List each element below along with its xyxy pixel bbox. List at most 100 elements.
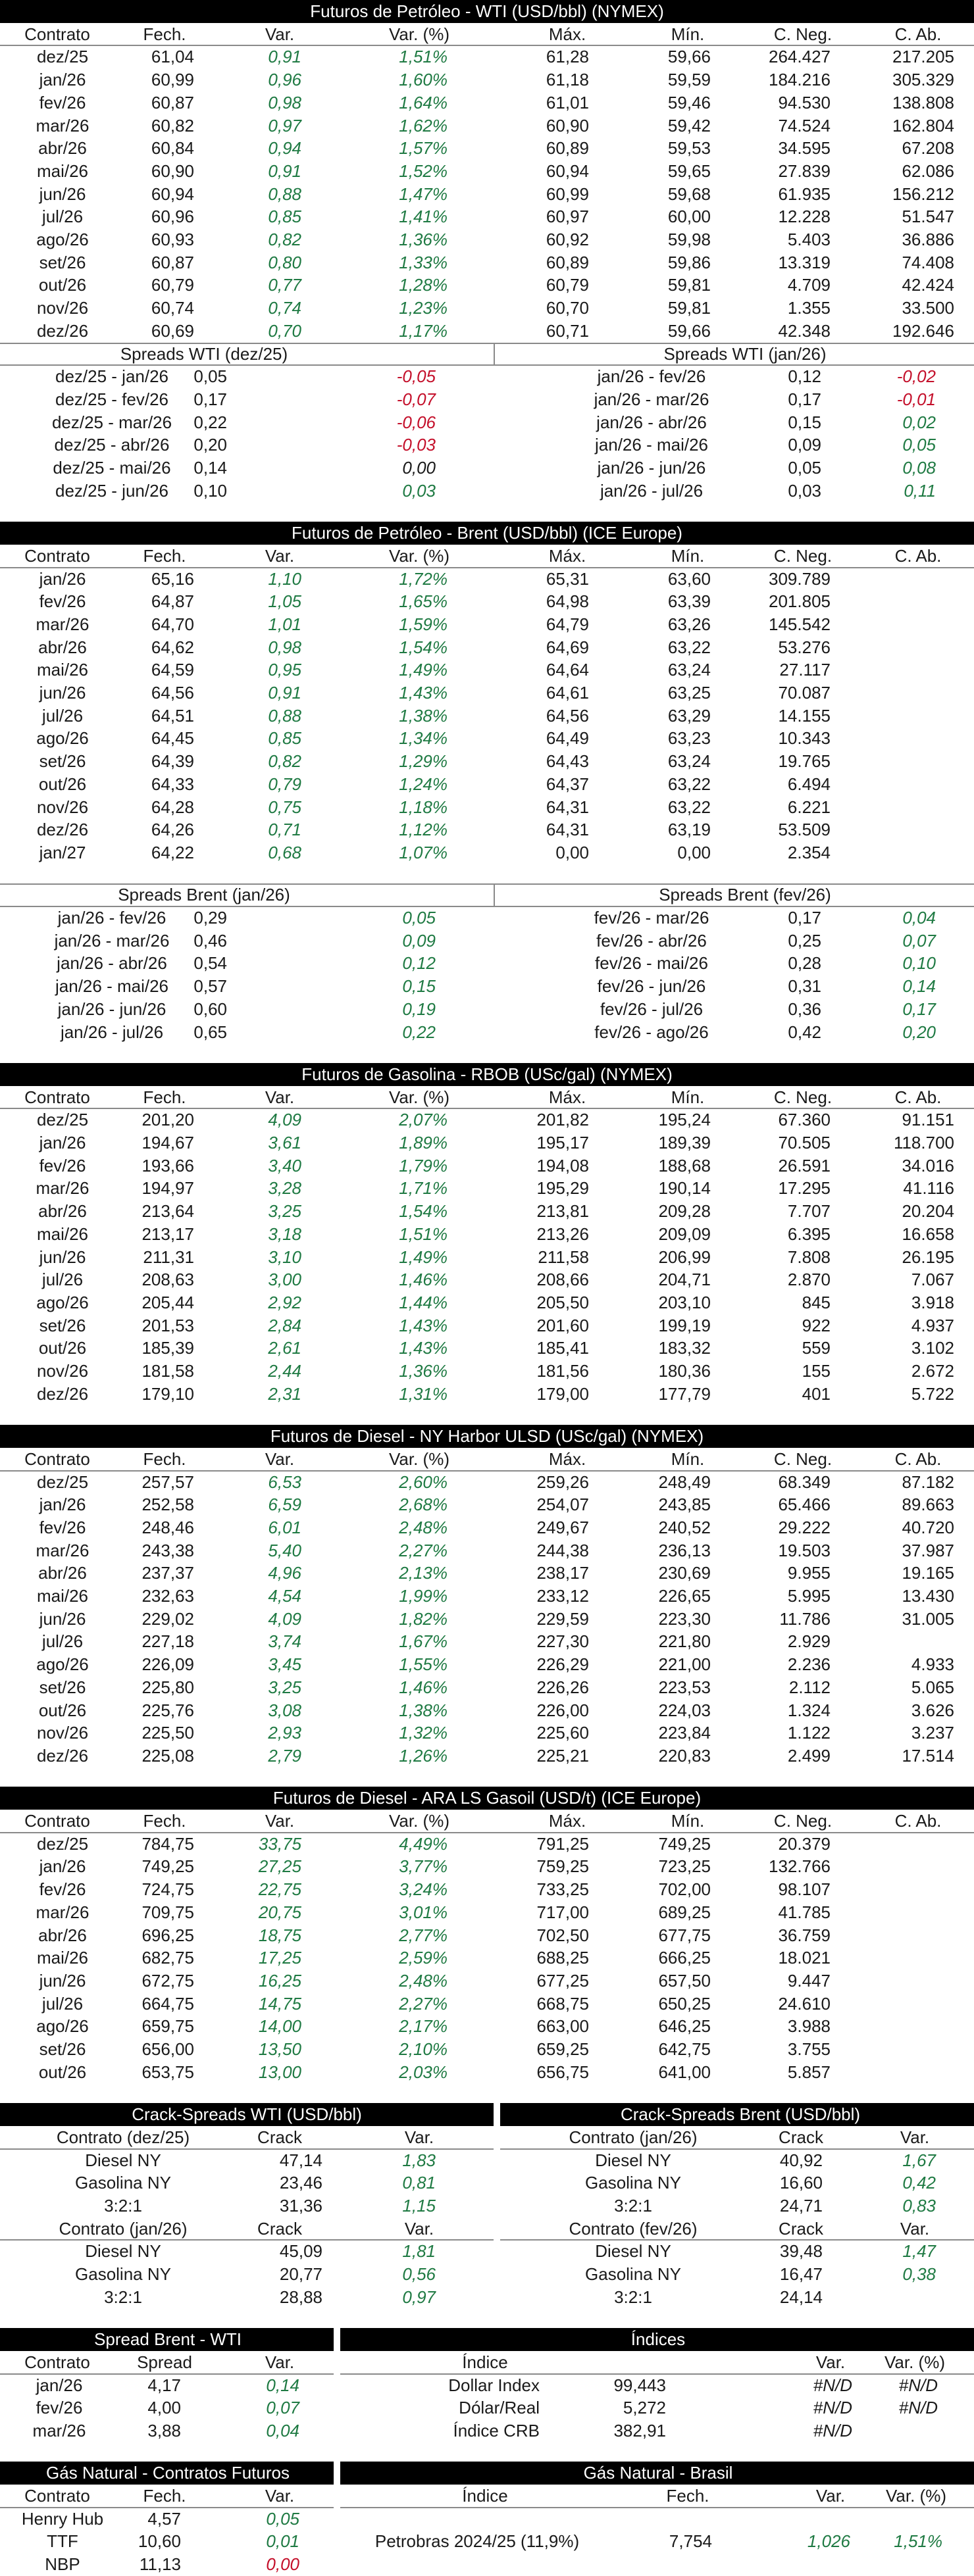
cell-value: 1,51%: [894, 2531, 942, 2552]
cell-value: 7.067: [911, 1270, 954, 1290]
cell-value: 2,61: [268, 1338, 301, 1358]
spread-title: Spreads WTI (dez/25): [120, 343, 288, 364]
cell-value: 3.626: [911, 1700, 954, 1720]
cell-value: 0,97: [268, 115, 301, 136]
cell-value: 0,68: [268, 842, 301, 862]
row-label: dez/25 - jun/26: [55, 480, 169, 501]
cell-value: 59,59: [667, 70, 711, 90]
cell-value: 60,70: [546, 298, 589, 318]
cell-value: 682,75: [141, 1948, 194, 1968]
column-header: Fech.: [143, 545, 186, 566]
column-header: Fech.: [143, 1087, 186, 1107]
cell-value: 0,14: [193, 458, 227, 478]
cell-value: 0,29: [193, 908, 227, 928]
cell-value: 6,59: [268, 1495, 301, 1515]
cell-value: 40,92: [779, 2150, 823, 2170]
cell-value: 16.658: [902, 1224, 954, 1244]
column-header: Contrato: [24, 1811, 90, 1831]
cell-value: 14,75: [258, 1993, 301, 2014]
cell-value: 217.205: [892, 47, 954, 67]
cell-value: 1,55%: [399, 1654, 448, 1675]
cell-value: 34.595: [778, 138, 831, 159]
cell-value: 0,17: [788, 389, 821, 409]
cell-value: 13.430: [902, 1586, 954, 1606]
cell-value: 0,11: [904, 480, 936, 501]
cell-value: 47,14: [279, 2150, 322, 2170]
row-label: Gasolina NY: [585, 2264, 681, 2284]
cell-value: 132.766: [769, 1856, 831, 1877]
cell-value: 64,33: [151, 774, 194, 794]
column-header: Var.: [265, 545, 295, 566]
cell-value: 1,67%: [399, 1631, 448, 1652]
cell-value: 0,75: [268, 797, 301, 817]
cell-value: 0,81: [402, 2173, 436, 2193]
cell-value: 1,79%: [399, 1155, 448, 1176]
column-header: Contrato: [24, 545, 90, 566]
cell-value: 1,47%: [399, 184, 448, 204]
cell-value: 195,17: [536, 1133, 589, 1152]
cell-value: 237,37: [141, 1563, 194, 1583]
cell-value: 0,12: [402, 953, 436, 974]
cell-value: 3,24%: [399, 1879, 448, 1900]
cell-value: 60,89: [546, 138, 589, 159]
cell-value: 16,47: [779, 2264, 823, 2284]
cell-value: 264.427: [769, 47, 831, 67]
cell-value: 0,15: [788, 412, 821, 432]
divider: [340, 2506, 974, 2508]
cell-value: 64,28: [151, 797, 194, 817]
title-bar: [340, 2462, 974, 2485]
cell-value: 5.065: [911, 1677, 954, 1697]
cell-value: 4,96: [268, 1563, 301, 1583]
cell-value: 64,87: [151, 591, 194, 612]
cell-value: 14,00: [258, 2016, 301, 2037]
cell-value: 195,24: [658, 1110, 711, 1130]
column-header: Var. (%): [389, 1811, 449, 1831]
divider: [0, 566, 974, 568]
cell-value: 259,26: [536, 1472, 589, 1492]
cell-value: 724,75: [141, 1879, 194, 1900]
cell-value: 0,19: [402, 999, 436, 1019]
cell-value: 201,60: [536, 1315, 589, 1335]
cell-value: 6,01: [268, 1517, 301, 1537]
row-label: mar/26: [36, 614, 90, 634]
cell-value: 195,29: [536, 1178, 589, 1199]
row-label: jan/26 - mar/26: [594, 389, 709, 409]
cell-value: 1,43%: [399, 683, 448, 703]
cell-value: 60,00: [667, 207, 711, 227]
row-label: dez/26: [36, 320, 89, 341]
cell-value: -0,07: [396, 389, 436, 409]
cell-value: 1,59%: [399, 614, 448, 634]
cell-value: 63,22: [667, 774, 711, 794]
cell-value: 59,86: [667, 252, 711, 272]
cell-value: 64,26: [151, 820, 194, 840]
cell-value: 4.709: [787, 275, 831, 295]
row-label: jun/26: [39, 683, 86, 703]
title-bar: [0, 522, 974, 545]
cell-value: 0,57: [193, 976, 227, 997]
cell-value: 65.466: [778, 1495, 831, 1515]
cell-value: 3.918: [911, 1292, 954, 1312]
cell-value: 184.216: [769, 70, 831, 90]
section-title: Futuros de Petróleo - WTI (USD/bbl) (NYM…: [310, 1, 664, 21]
cell-value: 0,71: [268, 820, 301, 840]
cell-value: 0,56: [402, 2264, 436, 2284]
cell-value: 0,10: [193, 480, 227, 501]
column-header: C. Ab.: [894, 1449, 942, 1469]
column-header: Mín.: [671, 1811, 705, 1831]
cell-value: 227,18: [141, 1631, 194, 1652]
row-label: nov/26: [36, 1723, 89, 1743]
divider: [0, 1108, 974, 1110]
cell-value: 211,58: [538, 1247, 589, 1267]
cell-value: 17.514: [902, 1745, 954, 1766]
cell-value: 0,83: [902, 2195, 936, 2216]
title-bar: [0, 2462, 334, 2485]
spread-title: Spreads Brent (fev/26): [659, 885, 831, 905]
cell-value: 0,42: [788, 1022, 821, 1042]
cell-value: 155: [802, 1361, 831, 1381]
cell-value: 1,81: [402, 2241, 436, 2262]
section-title: Gás Natural - Contratos Futuros: [46, 2463, 290, 2483]
column-header: C. Ab.: [894, 545, 942, 566]
cell-value: 1,64%: [399, 92, 448, 112]
cell-value: 244,38: [536, 1540, 589, 1560]
cell-value: 0,08: [902, 458, 936, 478]
